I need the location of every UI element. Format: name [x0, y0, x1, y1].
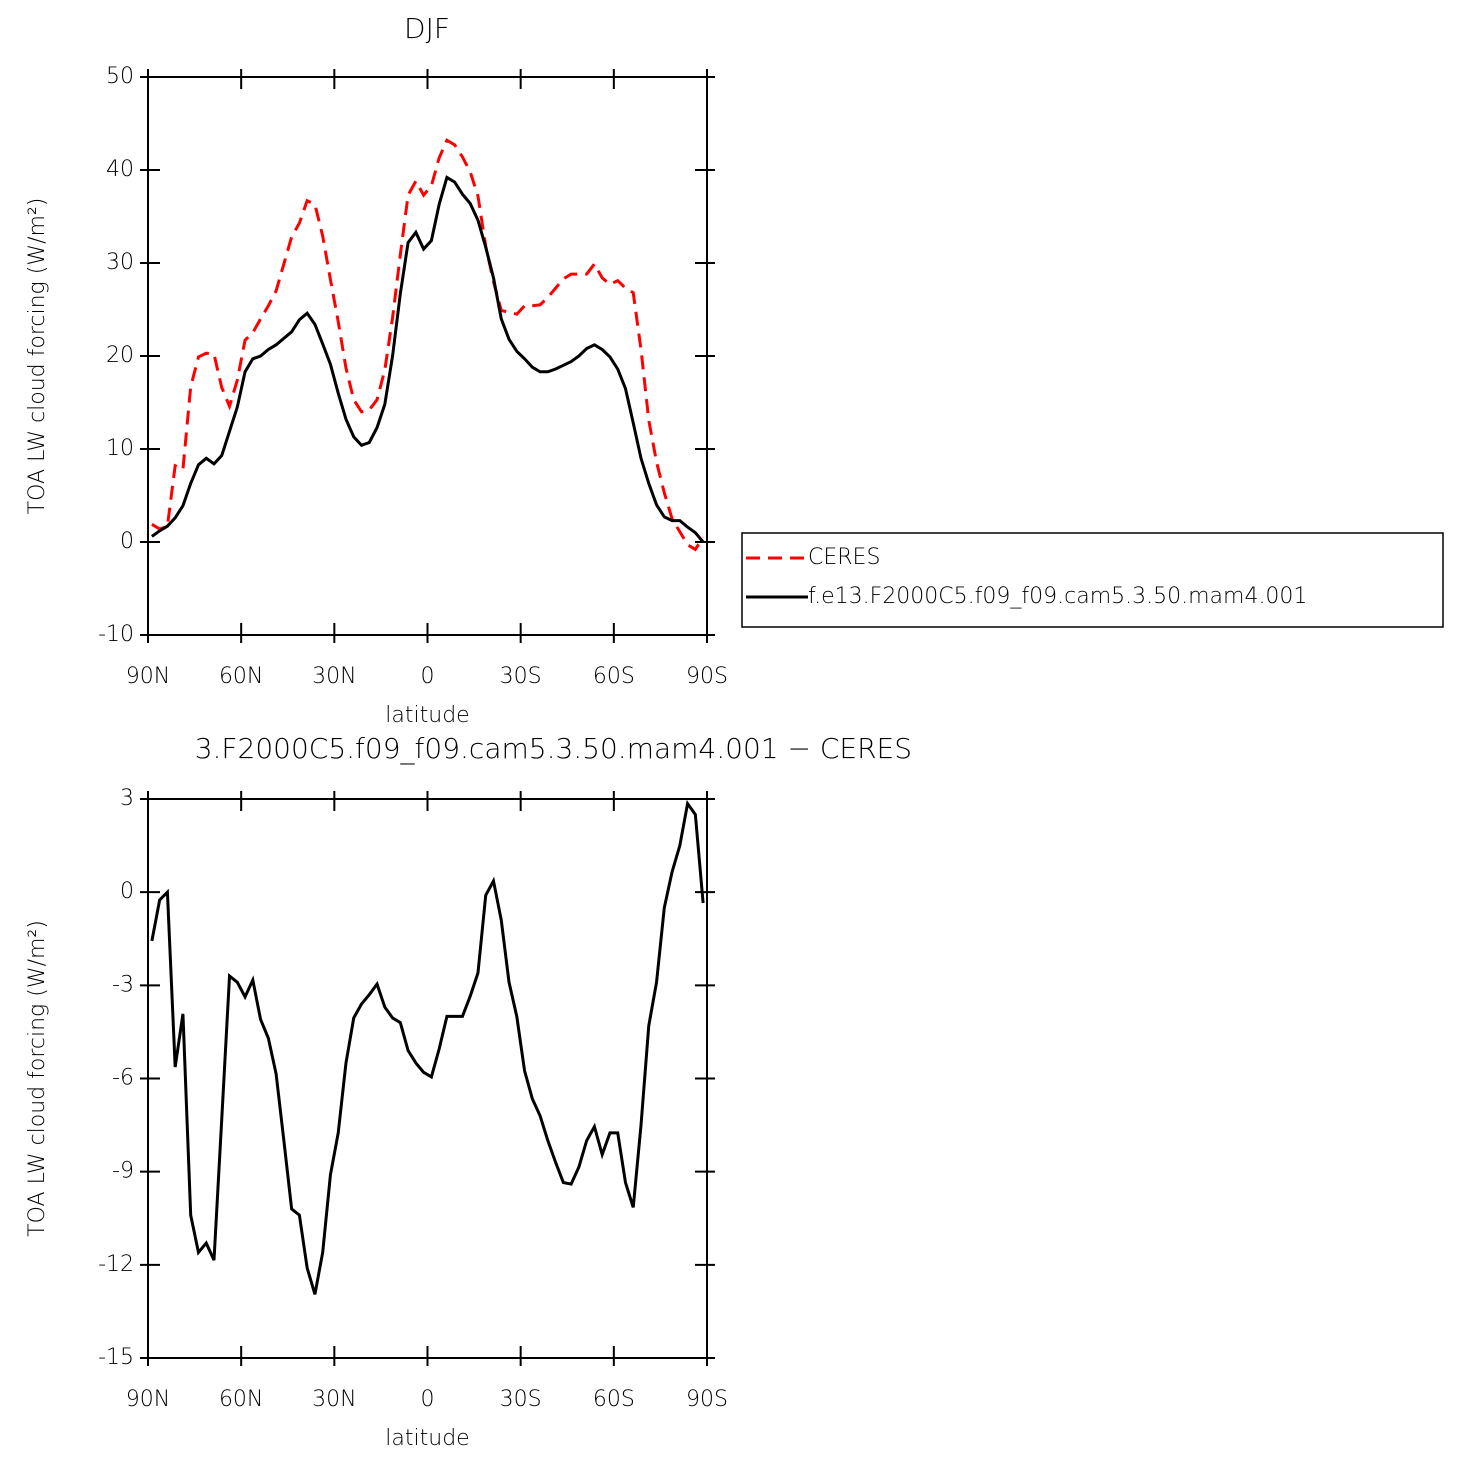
- x-tick-label: 60N: [219, 1387, 263, 1412]
- x-tick-label: 0: [421, 1387, 435, 1412]
- y-tick-label: 10: [106, 436, 134, 461]
- y-tick-label: 30: [106, 250, 134, 275]
- y-tick-label: 3: [120, 786, 134, 811]
- x-axis-label: latitude: [385, 1426, 469, 1451]
- y-axis-label: TOA LW cloud forcing (W/m²): [25, 198, 50, 515]
- x-tick-label: 0: [421, 664, 435, 689]
- x-tick-label: 30N: [312, 664, 356, 689]
- data-line: [151, 138, 705, 552]
- x-tick-label: 30S: [500, 664, 542, 689]
- legend-box: [741, 532, 1444, 628]
- plot-frame: [147, 798, 708, 1359]
- y-tick-label: -15: [98, 1345, 134, 1370]
- y-tick-label: -9: [112, 1159, 134, 1184]
- y-tick-label: 0: [120, 879, 134, 904]
- x-tick-label: 60S: [593, 1387, 635, 1412]
- y-tick-label: -3: [112, 972, 134, 997]
- x-tick-label: 30S: [500, 1387, 542, 1412]
- legend-label: CERES: [808, 545, 880, 570]
- x-tick-label: 30N: [312, 1387, 356, 1412]
- x-tick-label: 90S: [686, 664, 728, 689]
- data-line: [151, 175, 705, 543]
- y-tick-label: 50: [106, 64, 134, 89]
- plot-frame: [147, 76, 708, 636]
- chart-title: DJF: [404, 12, 450, 45]
- legend-label: f.e13.F2000C5.f09_f09.cam5.3.50.mam4.001: [808, 584, 1307, 609]
- y-tick-label: -10: [98, 622, 134, 647]
- x-tick-label: 90S: [686, 1387, 728, 1412]
- y-tick-label: 40: [106, 157, 134, 182]
- x-tick-label: 60S: [593, 664, 635, 689]
- y-tick-label: -12: [98, 1252, 134, 1277]
- x-axis-label: latitude: [385, 703, 469, 728]
- x-tick-label: 90N: [126, 664, 170, 689]
- data-line: [150, 799, 705, 1295]
- chart-title: 3.F2000C5.f09_f09.cam5.3.50.mam4.001 − C…: [195, 732, 912, 766]
- y-axis-label: TOA LW cloud forcing (W/m²): [25, 920, 50, 1237]
- x-tick-label: 90N: [126, 1387, 170, 1412]
- y-tick-label: 0: [120, 529, 134, 554]
- x-tick-label: 60N: [219, 664, 263, 689]
- y-tick-label: -6: [112, 1066, 134, 1091]
- y-tick-label: 20: [106, 343, 134, 368]
